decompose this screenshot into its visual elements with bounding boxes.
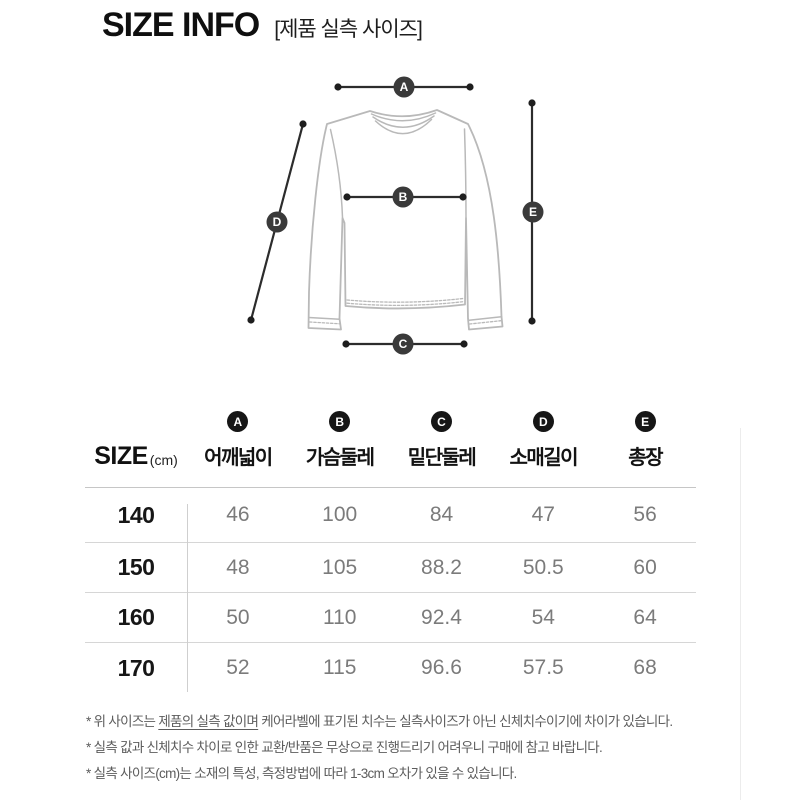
left-cuff-line <box>308 316 341 321</box>
measure-value: 52 <box>226 656 250 679</box>
hem-stitch <box>346 301 464 307</box>
garment-measurement-diagram: A B C D E <box>247 76 544 355</box>
column-label: 소매길이 <box>509 447 578 469</box>
right-sleeve-seam <box>463 128 467 219</box>
measure-value: 60 <box>633 555 657 579</box>
measure-value: 110 <box>322 605 357 629</box>
left-cuff-stitch <box>308 321 341 325</box>
measure-badge-b-icon <box>392 186 414 208</box>
badge-d-icon: D <box>532 411 554 432</box>
badge-b-icon: B <box>329 411 351 432</box>
column-label: 가슴둘레 <box>305 447 375 469</box>
collar-band-line <box>372 115 435 128</box>
page-edge-line <box>740 428 741 800</box>
size-cell: 170 <box>117 654 155 681</box>
section-header: SIZE INFO [제품 실측 사이즈] <box>102 6 423 45</box>
table-row-150: 150 48 105 88.2 50.5 60 <box>85 543 696 593</box>
measure-badge-label: B <box>399 190 408 204</box>
measure-value: 96.6 <box>421 656 462 679</box>
measure-value: 57.5 <box>522 656 564 679</box>
size-header-unit: (cm) <box>149 452 178 469</box>
column-label: 밑단둘레 <box>407 447 477 469</box>
size-table-header: SIZE (cm) A 어깨넓이 B 가슴둘레 C 밑단둘레 D 소매길이 E … <box>85 395 696 488</box>
measure-endpoint-dots <box>247 83 536 348</box>
measure-value: 84 <box>429 503 454 526</box>
measure-badge-label: E <box>529 205 537 219</box>
badge-a-icon: A <box>227 411 249 432</box>
footnote-line-2: * 실측 값과 신체치수 차이로 인한 교환/반품은 무상으로 진행드리기 어려… <box>86 740 603 755</box>
footnote-underlined-text: 제품의 실측 값이며 <box>158 714 259 729</box>
section-subtitle: [제품 실측 사이즈] <box>274 18 423 41</box>
tshirt-illustration <box>307 109 504 331</box>
collar-neckline <box>374 118 433 135</box>
measure-value: 56 <box>633 503 657 526</box>
measure-value: 105 <box>322 555 358 579</box>
badge-e-icon: E <box>634 411 656 432</box>
measure-value: 48 <box>226 555 250 579</box>
footnote-line-1: * 위 사이즈는 제품의 실측 값이며 케어라벨에 표기된 치수는 실측사이즈가… <box>86 714 673 729</box>
measure-badge-label: D <box>273 215 282 229</box>
measure-badge-c-icon <box>392 333 414 355</box>
section-title: SIZE INFO <box>102 6 260 44</box>
right-cuff-stitch <box>468 320 502 325</box>
measure-badge-a-icon <box>393 76 415 98</box>
measure-value: 100 <box>322 503 358 526</box>
measure-value: 88.2 <box>421 555 462 579</box>
column-header-chest: B 가슴둘레 <box>289 395 391 487</box>
table-row-140: 140 46 100 84 47 56 <box>85 488 696 543</box>
collar-band-line <box>370 112 437 122</box>
left-sleeve-seam <box>329 128 344 219</box>
measure-value: 115 <box>322 656 357 679</box>
measure-badge-e-icon <box>522 201 544 223</box>
measure-value: 46 <box>226 503 250 526</box>
measure-badge-label: C <box>399 337 408 351</box>
column-header-sleeve: D 소매길이 <box>492 395 594 487</box>
column-label: 총장 <box>628 447 663 469</box>
right-cuff-line <box>468 316 503 322</box>
footnotes: * 위 사이즈는 제품의 실측 값이며 케어라벨에 표기된 치수는 실측사이즈가… <box>86 709 736 787</box>
measure-value: 50 <box>226 605 250 629</box>
size-cell: 160 <box>117 604 155 630</box>
badge-c-icon: C <box>430 411 452 432</box>
table-row-170: 170 52 115 96.6 57.5 68 <box>85 643 696 693</box>
column-header-length: E 총장 <box>594 395 696 487</box>
measure-badge-label: A <box>400 80 409 94</box>
size-cell: 140 <box>117 501 155 528</box>
hem-stitch <box>346 297 464 303</box>
size-table: SIZE (cm) A 어깨넓이 B 가슴둘레 C 밑단둘레 D 소매길이 E … <box>85 395 696 693</box>
measure-value: 68 <box>633 656 657 679</box>
column-label: 어깨넓이 <box>204 447 273 469</box>
column-header-size: SIZE (cm) <box>85 395 187 487</box>
measure-badge-d-icon <box>266 211 288 233</box>
column-header-hem: C 밑단둘레 <box>391 395 493 487</box>
measure-value: 47 <box>531 503 555 526</box>
measure-value: 54 <box>531 605 555 629</box>
size-header-label: SIZE <box>94 442 148 470</box>
measure-value: 92.4 <box>421 605 462 629</box>
footnote-line-3: * 실측 사이즈(cm)는 소재의 특성, 측정방법에 따라 1-3cm 오차가… <box>86 766 517 781</box>
table-row-160: 160 50 110 92.4 54 64 <box>85 593 696 643</box>
measure-value: 50.5 <box>522 555 564 579</box>
size-cell: 150 <box>117 554 155 580</box>
measure-value: 64 <box>633 605 657 629</box>
table-column-divider <box>187 504 188 692</box>
column-header-shoulder: A 어깨넓이 <box>187 395 289 487</box>
